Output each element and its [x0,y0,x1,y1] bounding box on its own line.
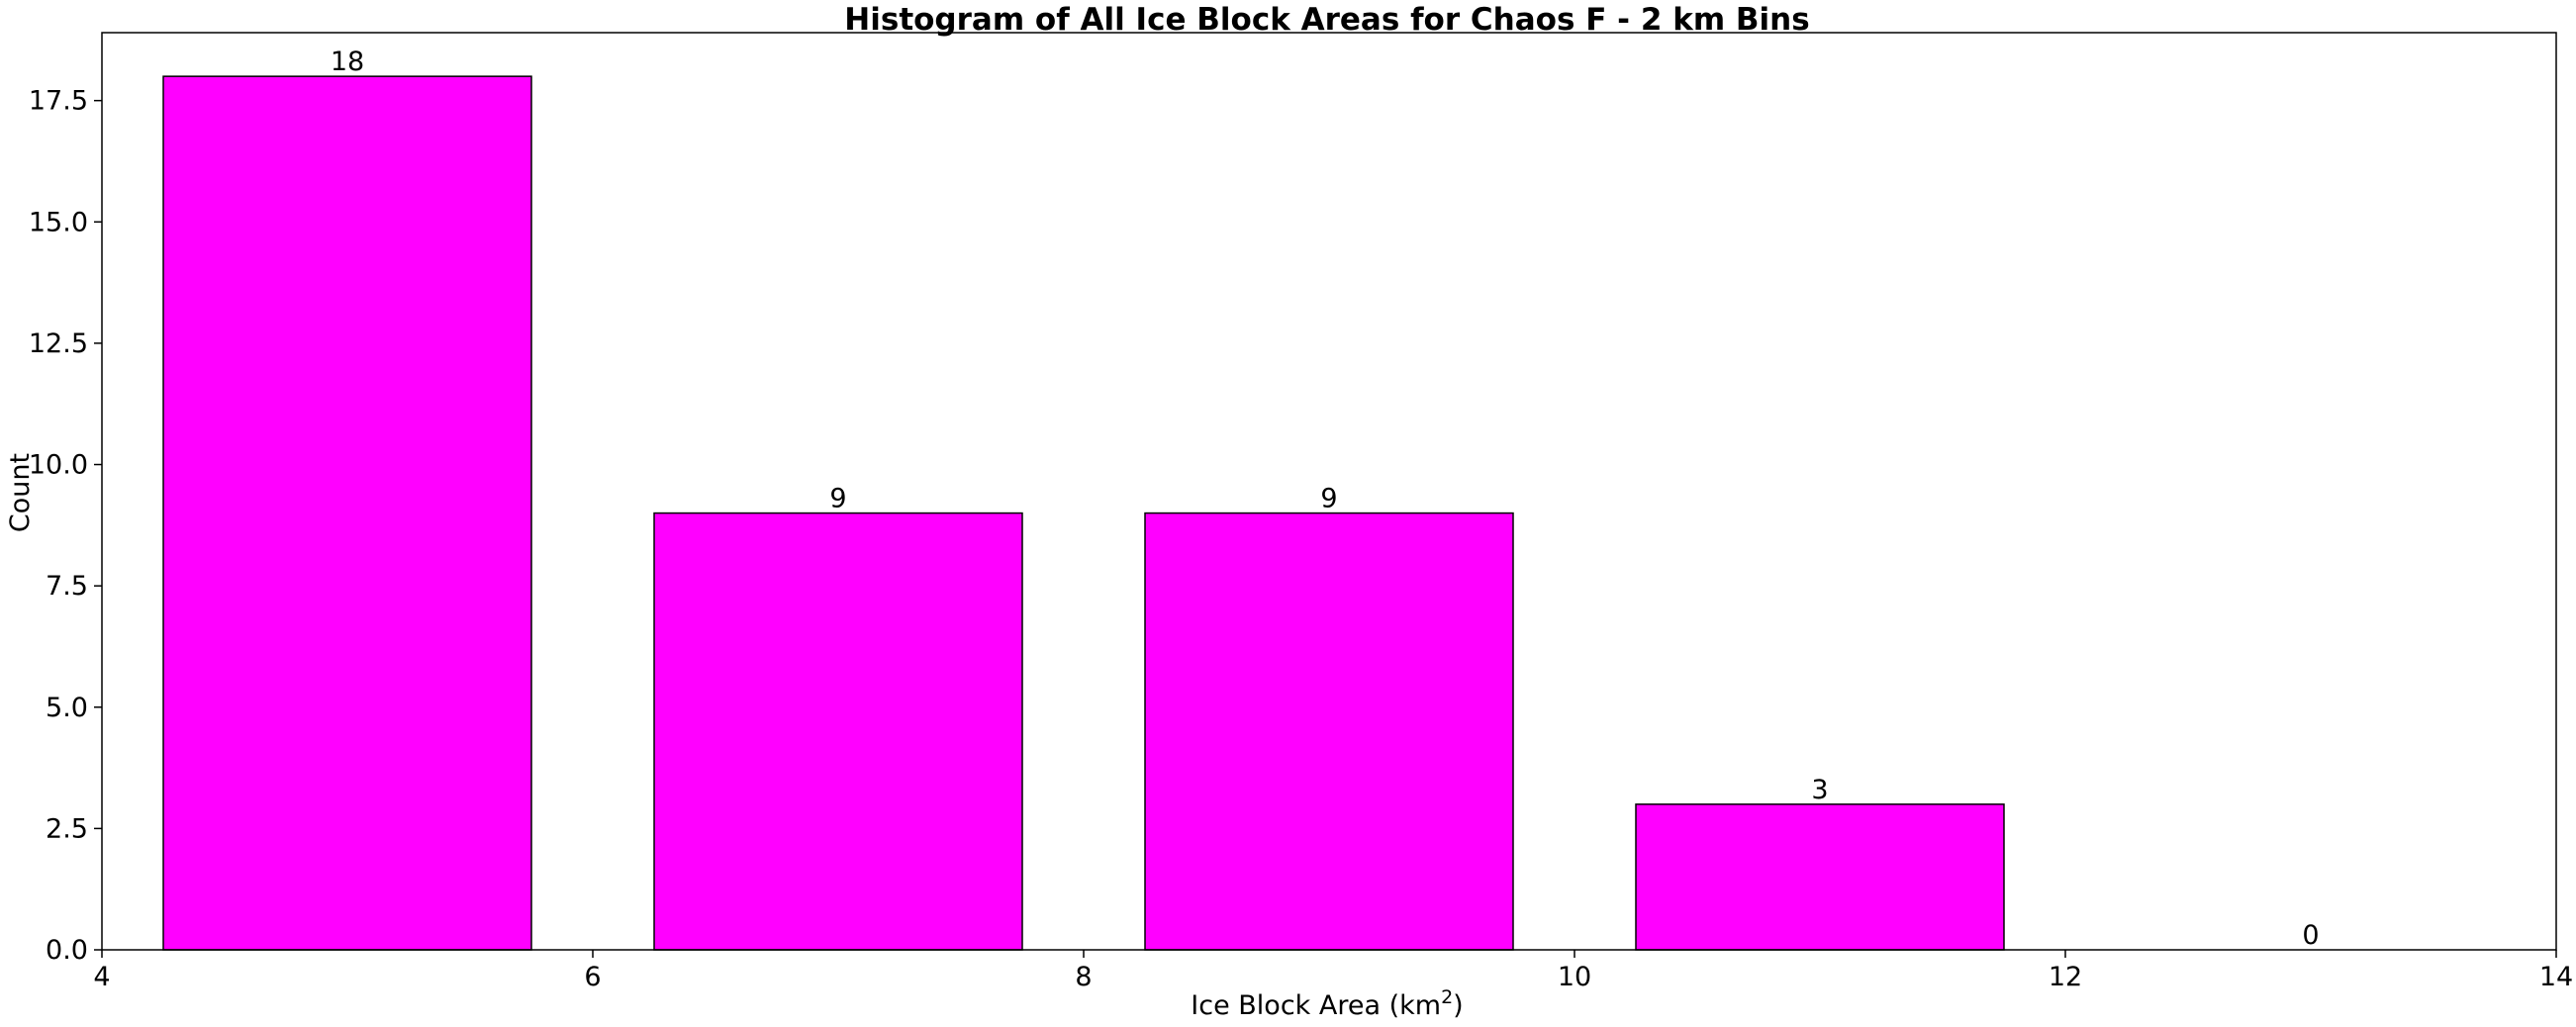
y-tick-label-7: 17.5 [29,86,88,117]
bar-value-label-0: 18 [331,47,364,77]
y-tick-label-2: 5.0 [46,693,88,723]
bar-2 [1144,512,1514,951]
x-axis-label-superscript: 2 [1441,986,1453,1008]
chart-title: Histogram of All Ice Block Areas for Cha… [844,2,1809,38]
x-tick-label-2: 8 [1075,962,1092,992]
x-tick-label-5: 14 [2539,962,2573,992]
y-tick-label-3: 7.5 [46,571,88,602]
plot-area: 18 9 9 3 0 4 6 8 10 12 14 0.0 2.5 5.0 7.5 10.0 12.5 15.0 1… [29,32,2573,992]
bar-1 [653,512,1023,951]
y-tick-label-6: 15.0 [29,207,88,237]
bar-value-label-2: 9 [1320,484,1337,514]
x-tick-label-0: 4 [93,962,110,992]
x-axis-label-close: ) [1453,990,1464,1021]
bar-value-label-1: 9 [829,484,846,514]
x-tick-label-3: 10 [1558,962,1591,992]
y-tick-label-1: 2.5 [46,813,88,844]
x-axis-label: Ice Block Area (km2) [1191,986,1463,1021]
y-tick-label-0: 0.0 [46,935,88,966]
bar-3 [1635,803,2005,951]
x-axis-label-main: Ice Block Area (km [1191,990,1441,1021]
bar-0 [162,75,532,951]
y-tick-label-5: 12.5 [29,328,88,359]
y-axis-label: Count [5,453,36,532]
x-tick-label-4: 12 [2049,962,2082,992]
x-tick-label-1: 6 [584,962,601,992]
bar-value-label-4: 0 [2302,920,2319,951]
bar-value-label-3: 3 [1811,775,1828,805]
y-tick-label-4: 10.0 [29,450,88,481]
plot-frame [101,32,2557,951]
